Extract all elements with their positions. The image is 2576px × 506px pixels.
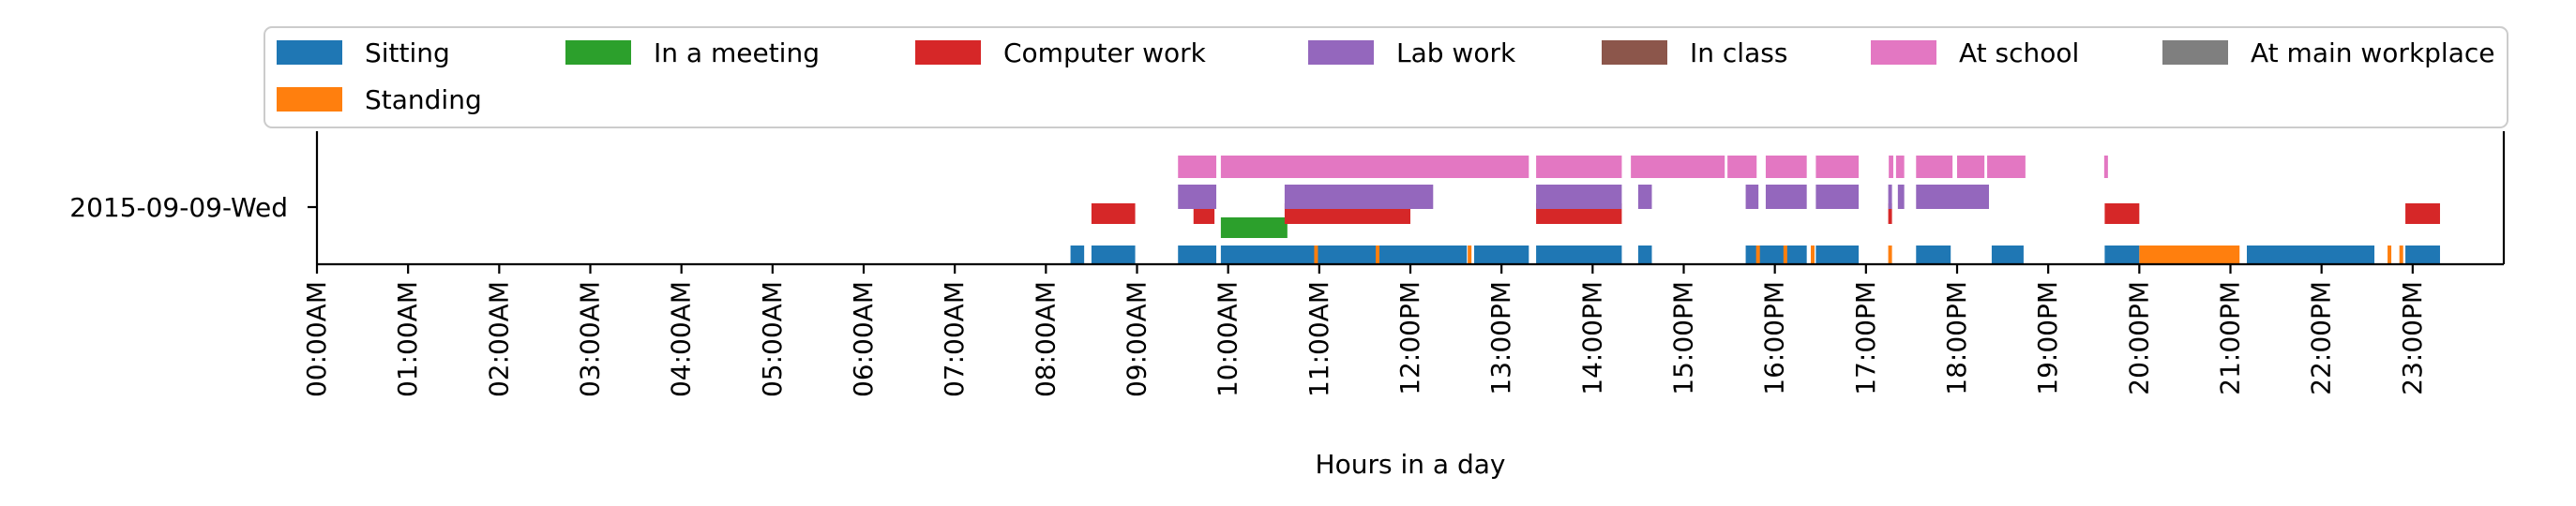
- x-tick-label: 14:00PM: [1576, 281, 1607, 395]
- x-axis-label: Hours in a day: [1316, 449, 1506, 480]
- x-tick-label: 06:00AM: [848, 281, 879, 397]
- bar-standing-1: [1376, 246, 1380, 264]
- x-tick-label: 11:00AM: [1303, 281, 1334, 397]
- bar-computer-work-4: [1888, 203, 1892, 224]
- bar-sitting-9: [1916, 246, 1951, 264]
- x-tick-label: 00:00AM: [301, 281, 332, 397]
- legend-swatch-standing: [277, 87, 342, 112]
- x-tick-label: 02:00AM: [483, 281, 514, 397]
- legend-label-at-main-workplace: At main workplace: [2251, 37, 2495, 68]
- x-tick-label: 22:00PM: [2306, 281, 2337, 395]
- legend-label-in-class: In class: [1690, 37, 1787, 68]
- bar-standing-9: [2399, 246, 2403, 264]
- bar-sitting-0: [1070, 246, 1085, 264]
- x-tick-label: 01:00AM: [392, 281, 423, 397]
- x-tick-label: 17:00PM: [1850, 281, 1881, 395]
- bar-lab-work-4: [1745, 185, 1759, 209]
- bar-at-school-7: [1889, 156, 1893, 178]
- legend-swatch-in-class: [1602, 40, 1667, 65]
- bar-standing-0: [1314, 246, 1318, 264]
- x-tick-label: 07:00AM: [939, 281, 970, 397]
- x-tick-label: 04:00AM: [666, 281, 697, 397]
- bar-sitting-11: [2104, 246, 2140, 264]
- bar-lab-work-2: [1536, 185, 1622, 209]
- bar-lab-work-0: [1178, 185, 1217, 209]
- legend-box: [264, 26, 2508, 128]
- bar-lab-work-7: [1888, 185, 1892, 209]
- bar-sitting-3: [1220, 246, 1468, 264]
- bar-at-school-6: [1815, 156, 1860, 178]
- legend-label-lab-work: Lab work: [1396, 37, 1516, 68]
- bar-sitting-8: [1815, 246, 1860, 264]
- x-tick-label: 23:00PM: [2397, 281, 2428, 395]
- legend-swatch-computer-work: [915, 40, 981, 65]
- x-tick-label: 08:00AM: [1030, 281, 1061, 397]
- x-tick-label: 19:00PM: [2032, 281, 2063, 395]
- bar-standing-8: [2388, 246, 2392, 264]
- bar-sitting-5: [1536, 246, 1622, 264]
- x-tick-label: 15:00PM: [1668, 281, 1699, 395]
- bar-lab-work-9: [1916, 185, 1990, 209]
- bar-at-school-8: [1895, 156, 1905, 178]
- legend-swatch-sitting: [277, 40, 342, 65]
- legend-label-at-school: At school: [1959, 37, 2079, 68]
- legend: Sitting In a meeting Computer work Lab work…: [264, 26, 2508, 128]
- bar-computer-work-0: [1091, 203, 1136, 224]
- bar-at-school-2: [1536, 156, 1622, 178]
- bar-in-a-meeting-0: [1220, 217, 1288, 238]
- legend-label-sitting: Sitting: [365, 37, 450, 68]
- legend-swatch-at-school: [1871, 40, 1936, 65]
- bar-sitting-4: [1474, 246, 1529, 264]
- bar-sitting-10: [1991, 246, 2024, 264]
- bar-sitting-7: [1745, 246, 1807, 264]
- legend-label-standing: Standing: [365, 84, 482, 115]
- bar-lab-work-3: [1637, 185, 1652, 209]
- bar-standing-7: [2139, 246, 2240, 264]
- bar-sitting-12: [2246, 246, 2375, 264]
- bar-at-school-11: [1987, 156, 2026, 178]
- legend-label-in-a-meeting: In a meeting: [654, 37, 820, 68]
- bar-computer-work-6: [2405, 203, 2440, 224]
- legend-swatch-at-main-workplace: [2162, 40, 2228, 65]
- bar-computer-work-5: [2104, 203, 2140, 224]
- bar-sitting-1: [1091, 246, 1136, 264]
- bar-standing-4: [1783, 246, 1787, 264]
- bar-lab-work-1: [1284, 185, 1434, 209]
- x-tick-label: 12:00PM: [1394, 281, 1425, 395]
- bar-lab-work-6: [1815, 185, 1860, 209]
- bar-at-school-9: [1916, 156, 1953, 178]
- bar-standing-6: [1888, 246, 1892, 264]
- bar-at-school-10: [1957, 156, 1985, 178]
- x-tick-label: 03:00AM: [575, 281, 606, 397]
- bar-standing-2: [1468, 246, 1472, 264]
- bar-sitting-2: [1178, 246, 1217, 264]
- x-tick-label: 16:00PM: [1759, 281, 1790, 395]
- x-tick-label: 09:00AM: [1122, 281, 1152, 397]
- bar-lab-work-5: [1765, 185, 1807, 209]
- x-tick-label: 18:00PM: [1941, 281, 1972, 395]
- x-tick-label: 10:00AM: [1213, 281, 1243, 397]
- bar-at-school-4: [1727, 156, 1757, 178]
- bar-sitting-6: [1637, 246, 1652, 264]
- x-tick-label: 05:00AM: [757, 281, 788, 397]
- bar-standing-3: [1755, 246, 1760, 264]
- row-label: 2015-09-09-Wed: [69, 192, 288, 223]
- bar-standing-5: [1810, 246, 1815, 264]
- bar-at-school-0: [1178, 156, 1217, 178]
- legend-swatch-lab-work: [1308, 40, 1374, 65]
- x-tick-label: 13:00PM: [1485, 281, 1516, 395]
- bar-at-school-1: [1220, 156, 1529, 178]
- activity-bars: [1070, 156, 2440, 264]
- bar-sitting-13: [2405, 246, 2440, 264]
- bar-lab-work-8: [1897, 185, 1905, 209]
- bar-at-school-12: [2103, 156, 2108, 178]
- x-tick-label: 20:00PM: [2123, 281, 2154, 395]
- bar-at-school-5: [1765, 156, 1807, 178]
- legend-label-computer-work: Computer work: [1003, 37, 1207, 68]
- bar-at-school-3: [1631, 156, 1725, 178]
- x-tick-label: 21:00PM: [2215, 281, 2246, 395]
- legend-swatch-in-a-meeting: [565, 40, 631, 65]
- axes: 00:00AM 01:00AM 02:00AM 03:00AM 04:00AM 05:00…: [301, 131, 2506, 397]
